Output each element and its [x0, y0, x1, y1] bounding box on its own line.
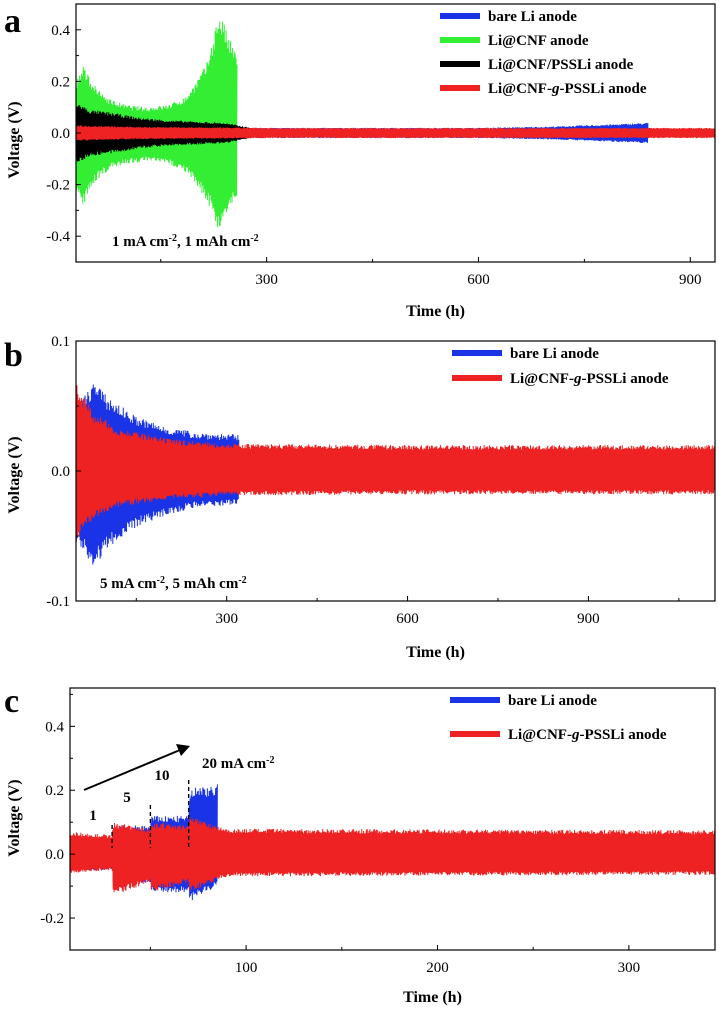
x-axis-title: Time (h) — [403, 989, 462, 1006]
text-span: , 1 mAh cm — [177, 234, 251, 250]
x-tick-label: 600 — [396, 611, 419, 627]
x-tick-label: 300 — [255, 272, 278, 288]
legend-text-part: -PSSLi anode — [579, 727, 666, 743]
rate-arrow — [83, 749, 181, 791]
y-tick-label: 0.2 — [45, 783, 64, 799]
legend-entry: Li@CNF anode — [488, 33, 589, 49]
rate-label: 5 — [123, 790, 131, 806]
rate-label: 10 — [155, 768, 170, 784]
plot-area — [70, 784, 715, 901]
panel-label: a — [4, 3, 21, 40]
x-tick-label: 900 — [577, 611, 600, 627]
chart-panel-c: -0.2 0.0 0.2 0.4 100 200 300 Time (h) Voltage (V… — [4, 683, 716, 1006]
x-tick-label: 300 — [215, 611, 238, 627]
plot-area — [76, 21, 715, 227]
y-axis-title: Voltage (V) — [6, 779, 23, 856]
x-axis-title: Time (h) — [406, 303, 465, 320]
legend-text-part: -PSSLi anode — [581, 371, 668, 387]
x-tick-label: 300 — [618, 960, 641, 976]
legend-entry: Li@CNF-g-PSSLi anode — [508, 727, 667, 743]
legend-entry: bare Li anode — [488, 9, 577, 25]
plot-area — [76, 384, 715, 565]
chart-panel-b: -0.1 0.0 0.1 300 600 900 Time (h) Voltage (V) b b… — [4, 334, 716, 661]
superscript: -2 — [169, 233, 177, 244]
y-tick-label: 0.4 — [51, 23, 70, 39]
legend-text-part: Li@CNF- — [508, 727, 572, 743]
series-li-cnf-g-pssli-anode — [70, 817, 715, 893]
y-tick-label: 0.2 — [51, 74, 70, 90]
series-li-cnf-anode — [76, 21, 238, 227]
y-tick-label: 0.1 — [51, 334, 70, 350]
legend-entry: Li@CNF-g-PSSLi anode — [488, 81, 647, 97]
legend-entry: bare Li anode — [508, 693, 597, 709]
plot-frame — [69, 687, 716, 951]
legend-text-part: Li@CNF- — [510, 371, 574, 387]
y-tick-label: -0.2 — [40, 911, 64, 927]
panel-label: b — [4, 337, 23, 374]
text-span: 1 mA cm — [112, 234, 169, 250]
y-tick-label: -0.2 — [46, 178, 70, 194]
y-tick-label: 0.0 — [51, 464, 70, 480]
y-tick-label: -0.1 — [46, 594, 70, 610]
superscript: -2 — [266, 755, 274, 766]
legend-entry: bare Li anode — [510, 346, 599, 362]
superscript: -2 — [250, 233, 258, 244]
chart-panel-a: -0.4 -0.2 0.0 0.2 0.4 300 600 900 Time (h) Voltag… — [4, 3, 716, 320]
y-tick-label: -0.4 — [46, 229, 70, 245]
superscript: -2 — [238, 575, 246, 586]
x-tick-label: 200 — [426, 960, 449, 976]
x-axis-title: Time (h) — [406, 644, 465, 661]
legend-text-part: g — [551, 81, 560, 97]
legend-text-part: -PSSLi anode — [559, 81, 646, 97]
legend-entry: Li@CNF/PSSLi anode — [488, 57, 634, 73]
x-tick-label: 100 — [235, 960, 258, 976]
y-axis-title: Voltage (V) — [6, 101, 23, 178]
y-tick-label: 0.4 — [45, 719, 64, 735]
chart-panels: -0.4 -0.2 0.0 0.2 0.4 300 600 900 Time (h) Voltag… — [4, 3, 716, 1006]
rate-label: 1 — [89, 808, 97, 824]
text-span: 20 mA cm — [202, 756, 267, 772]
superscript: -2 — [157, 575, 165, 586]
series-li-cnf-g-pssli-anode — [76, 385, 715, 542]
series-li-cnf-g-pssli-anode — [76, 125, 715, 141]
legend-text-part: g — [571, 727, 580, 743]
x-tick-label: 600 — [467, 272, 490, 288]
legend-entry: Li@CNF-g-PSSLi anode — [510, 371, 669, 387]
panel-label: c — [4, 683, 19, 720]
text-span: , 5 mAh cm — [165, 576, 239, 592]
y-tick-label: 0.0 — [51, 126, 70, 142]
legend-text-part: g — [573, 371, 582, 387]
x-tick-label: 900 — [679, 272, 702, 288]
condition-annotation: 1 mA cm-2, 1 mAh cm-2 — [112, 233, 259, 251]
condition-annotation: 5 mA cm-2, 5 mAh cm-2 — [100, 575, 247, 593]
text-span: 5 mA cm — [100, 576, 157, 592]
rate-label: 20 mA cm-2 — [202, 755, 275, 773]
y-tick-label: 0.0 — [45, 847, 64, 863]
rate-arrow-head — [176, 744, 190, 756]
y-axis-title: Voltage (V) — [6, 436, 23, 513]
legend-text-part: Li@CNF- — [488, 81, 552, 97]
